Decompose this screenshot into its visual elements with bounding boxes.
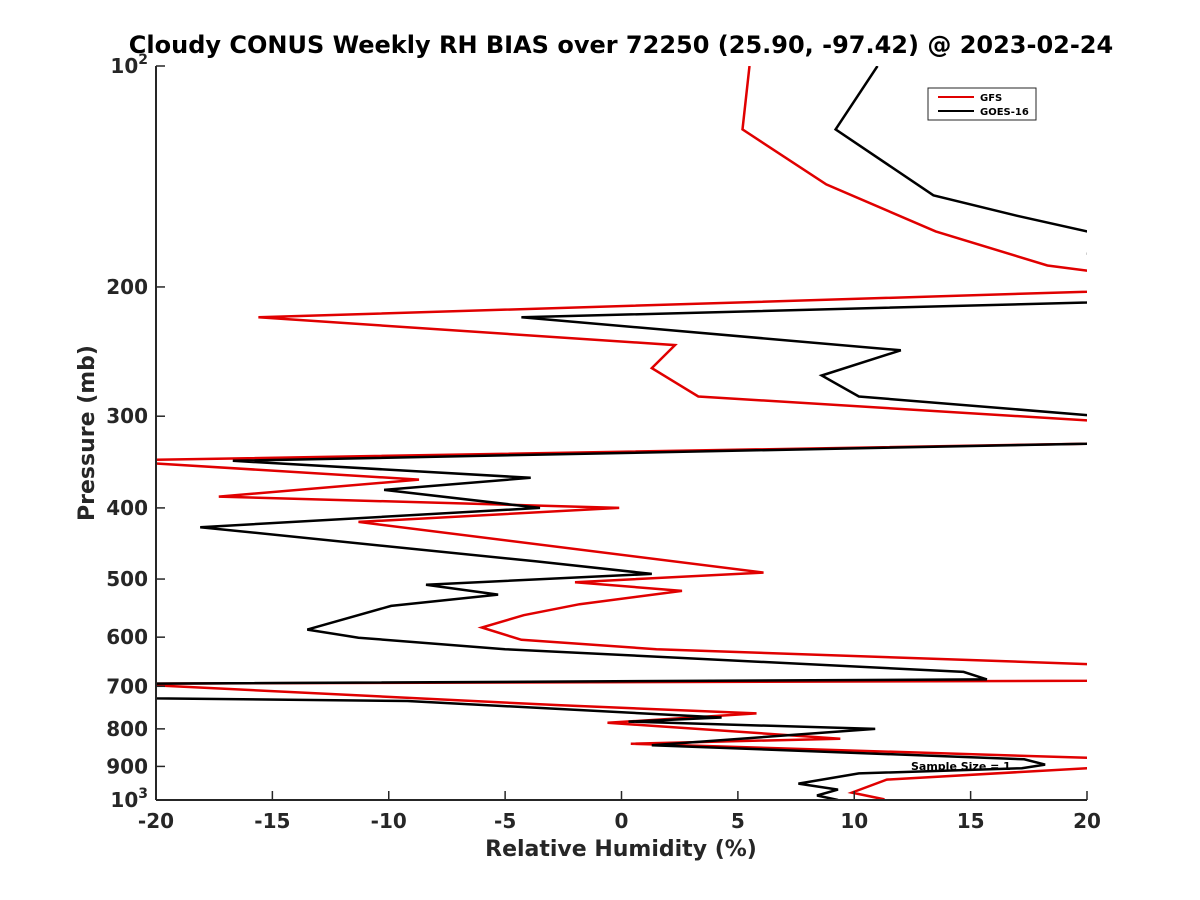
y-tick-label: 102 bbox=[110, 52, 148, 78]
y-tick-label: 400 bbox=[106, 496, 148, 520]
x-tick-label: -10 bbox=[371, 809, 407, 833]
y-tick-label: 300 bbox=[106, 404, 148, 428]
legend-goes16-label: GOES-16 bbox=[980, 107, 1029, 118]
x-tick-label: 20 bbox=[1073, 809, 1101, 833]
y-ticks: 102 200 300 400 500 600 700 800 900 103 bbox=[106, 52, 165, 812]
x-ticks: -20 -15 -10 -5 0 5 10 15 20 bbox=[138, 791, 1101, 833]
y-tick-label: 700 bbox=[106, 674, 148, 698]
x-tick-label: 15 bbox=[957, 809, 985, 833]
x-tick-label: 5 bbox=[731, 809, 745, 833]
y-axis-label: Pressure (mb) bbox=[75, 345, 100, 521]
x-tick-label: -20 bbox=[138, 809, 174, 833]
y-tick-label: 103 bbox=[110, 786, 148, 812]
y-tick-label: 500 bbox=[106, 567, 148, 591]
plot-area bbox=[156, 66, 1087, 800]
sample-size-annotation: Sample Size = 1 bbox=[911, 760, 1011, 773]
legend-box bbox=[927, 87, 1037, 121]
y-tick-label: 800 bbox=[106, 717, 148, 741]
x-tick-label: 0 bbox=[615, 809, 629, 833]
chart-title: Cloudy CONUS Weekly RH BIAS over 72250 (… bbox=[129, 31, 1113, 59]
x-tick-label: 10 bbox=[840, 809, 868, 833]
legend-gfs-label: GFS bbox=[980, 93, 1002, 104]
x-tick-label: -5 bbox=[494, 809, 516, 833]
series-layer bbox=[156, 66, 1087, 800]
series-line-gfs bbox=[156, 66, 1087, 800]
x-tick-label: -15 bbox=[254, 809, 290, 833]
y-tick-label: 200 bbox=[106, 275, 148, 299]
y-tick-label: 600 bbox=[106, 625, 148, 649]
y-tick-label: 900 bbox=[106, 754, 148, 778]
x-axis-label: Relative Humidity (%) bbox=[485, 837, 757, 862]
series-line-goes-16 bbox=[156, 66, 1087, 800]
legend: GFS GOES-16 bbox=[927, 87, 1037, 121]
